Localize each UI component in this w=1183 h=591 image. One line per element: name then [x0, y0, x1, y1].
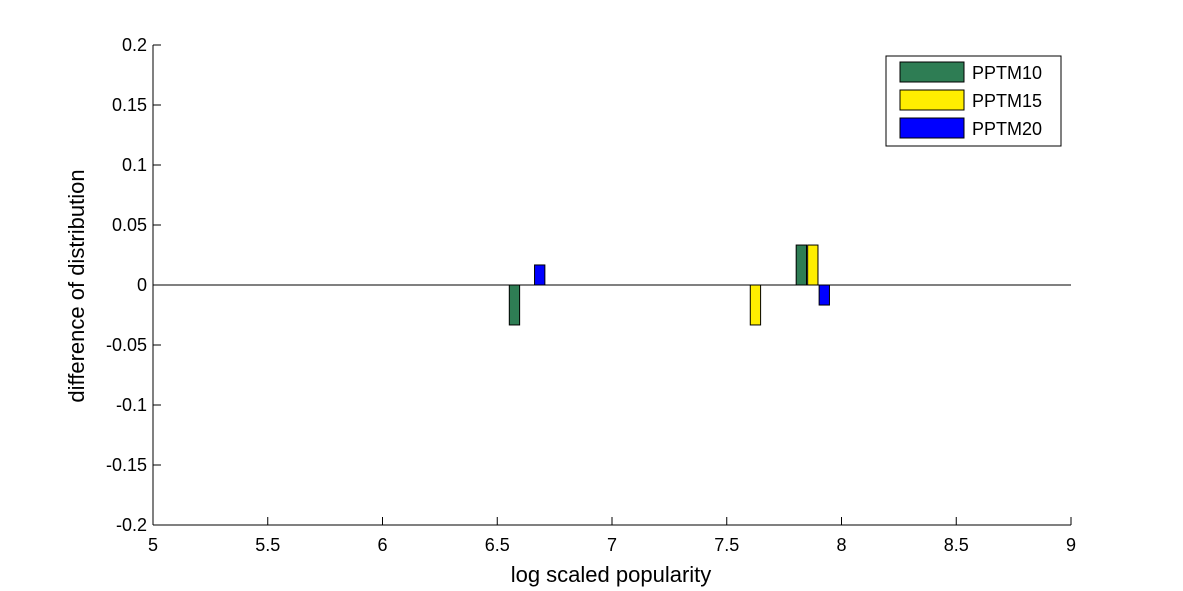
x-tick-label: 7.5: [714, 535, 739, 555]
legend-swatch-pptm10: [899, 61, 965, 83]
bar-pptm10-0: [508, 284, 521, 326]
y-tick-label: 0.15: [112, 95, 147, 115]
bar-pptm15-0: [749, 284, 762, 326]
legend-label-pptm15: PPTM15: [972, 91, 1042, 111]
y-tick-label: -0.2: [116, 515, 147, 535]
legend-label-pptm10: PPTM10: [972, 63, 1042, 83]
y-tick-label: -0.05: [106, 335, 147, 355]
x-tick-label: 8: [836, 535, 846, 555]
x-axis-title: log scaled popularity: [511, 562, 712, 587]
bar-pptm10-1: [795, 244, 808, 286]
x-tick-label: 6.5: [485, 535, 510, 555]
x-tick-label: 6: [377, 535, 387, 555]
x-tick-label: 5.5: [255, 535, 280, 555]
bar-pptm20-1: [818, 284, 830, 306]
y-axis-title: difference of distribution: [64, 169, 89, 402]
x-tick-label: 5: [148, 535, 158, 555]
bar-pptm15-1: [807, 244, 819, 286]
axes-layer: 5 5.5 6 6.5 7 7.5 8 8.5 9 0.2 0.15 0.1 0.05 0 -0.05 -0.…: [106, 35, 1076, 555]
y-tick-label: -0.15: [106, 455, 147, 475]
y-tick-label: 0.1: [122, 155, 147, 175]
x-tick-label: 7: [607, 535, 617, 555]
legend: PPTM10 PPTM15 PPTM20: [885, 55, 1062, 147]
x-tick-label: 9: [1066, 535, 1076, 555]
bar-pptm20-0: [534, 264, 546, 286]
legend-label-pptm20: PPTM20: [972, 119, 1042, 139]
y-tick-label: 0.2: [122, 35, 147, 55]
x-tick-label: 8.5: [944, 535, 969, 555]
y-tick-label: -0.1: [116, 395, 147, 415]
y-tick-label: 0: [137, 275, 147, 295]
legend-swatch-pptm20: [899, 117, 965, 139]
y-tick-label: 0.05: [112, 215, 147, 235]
legend-swatch-pptm15: [899, 89, 965, 111]
